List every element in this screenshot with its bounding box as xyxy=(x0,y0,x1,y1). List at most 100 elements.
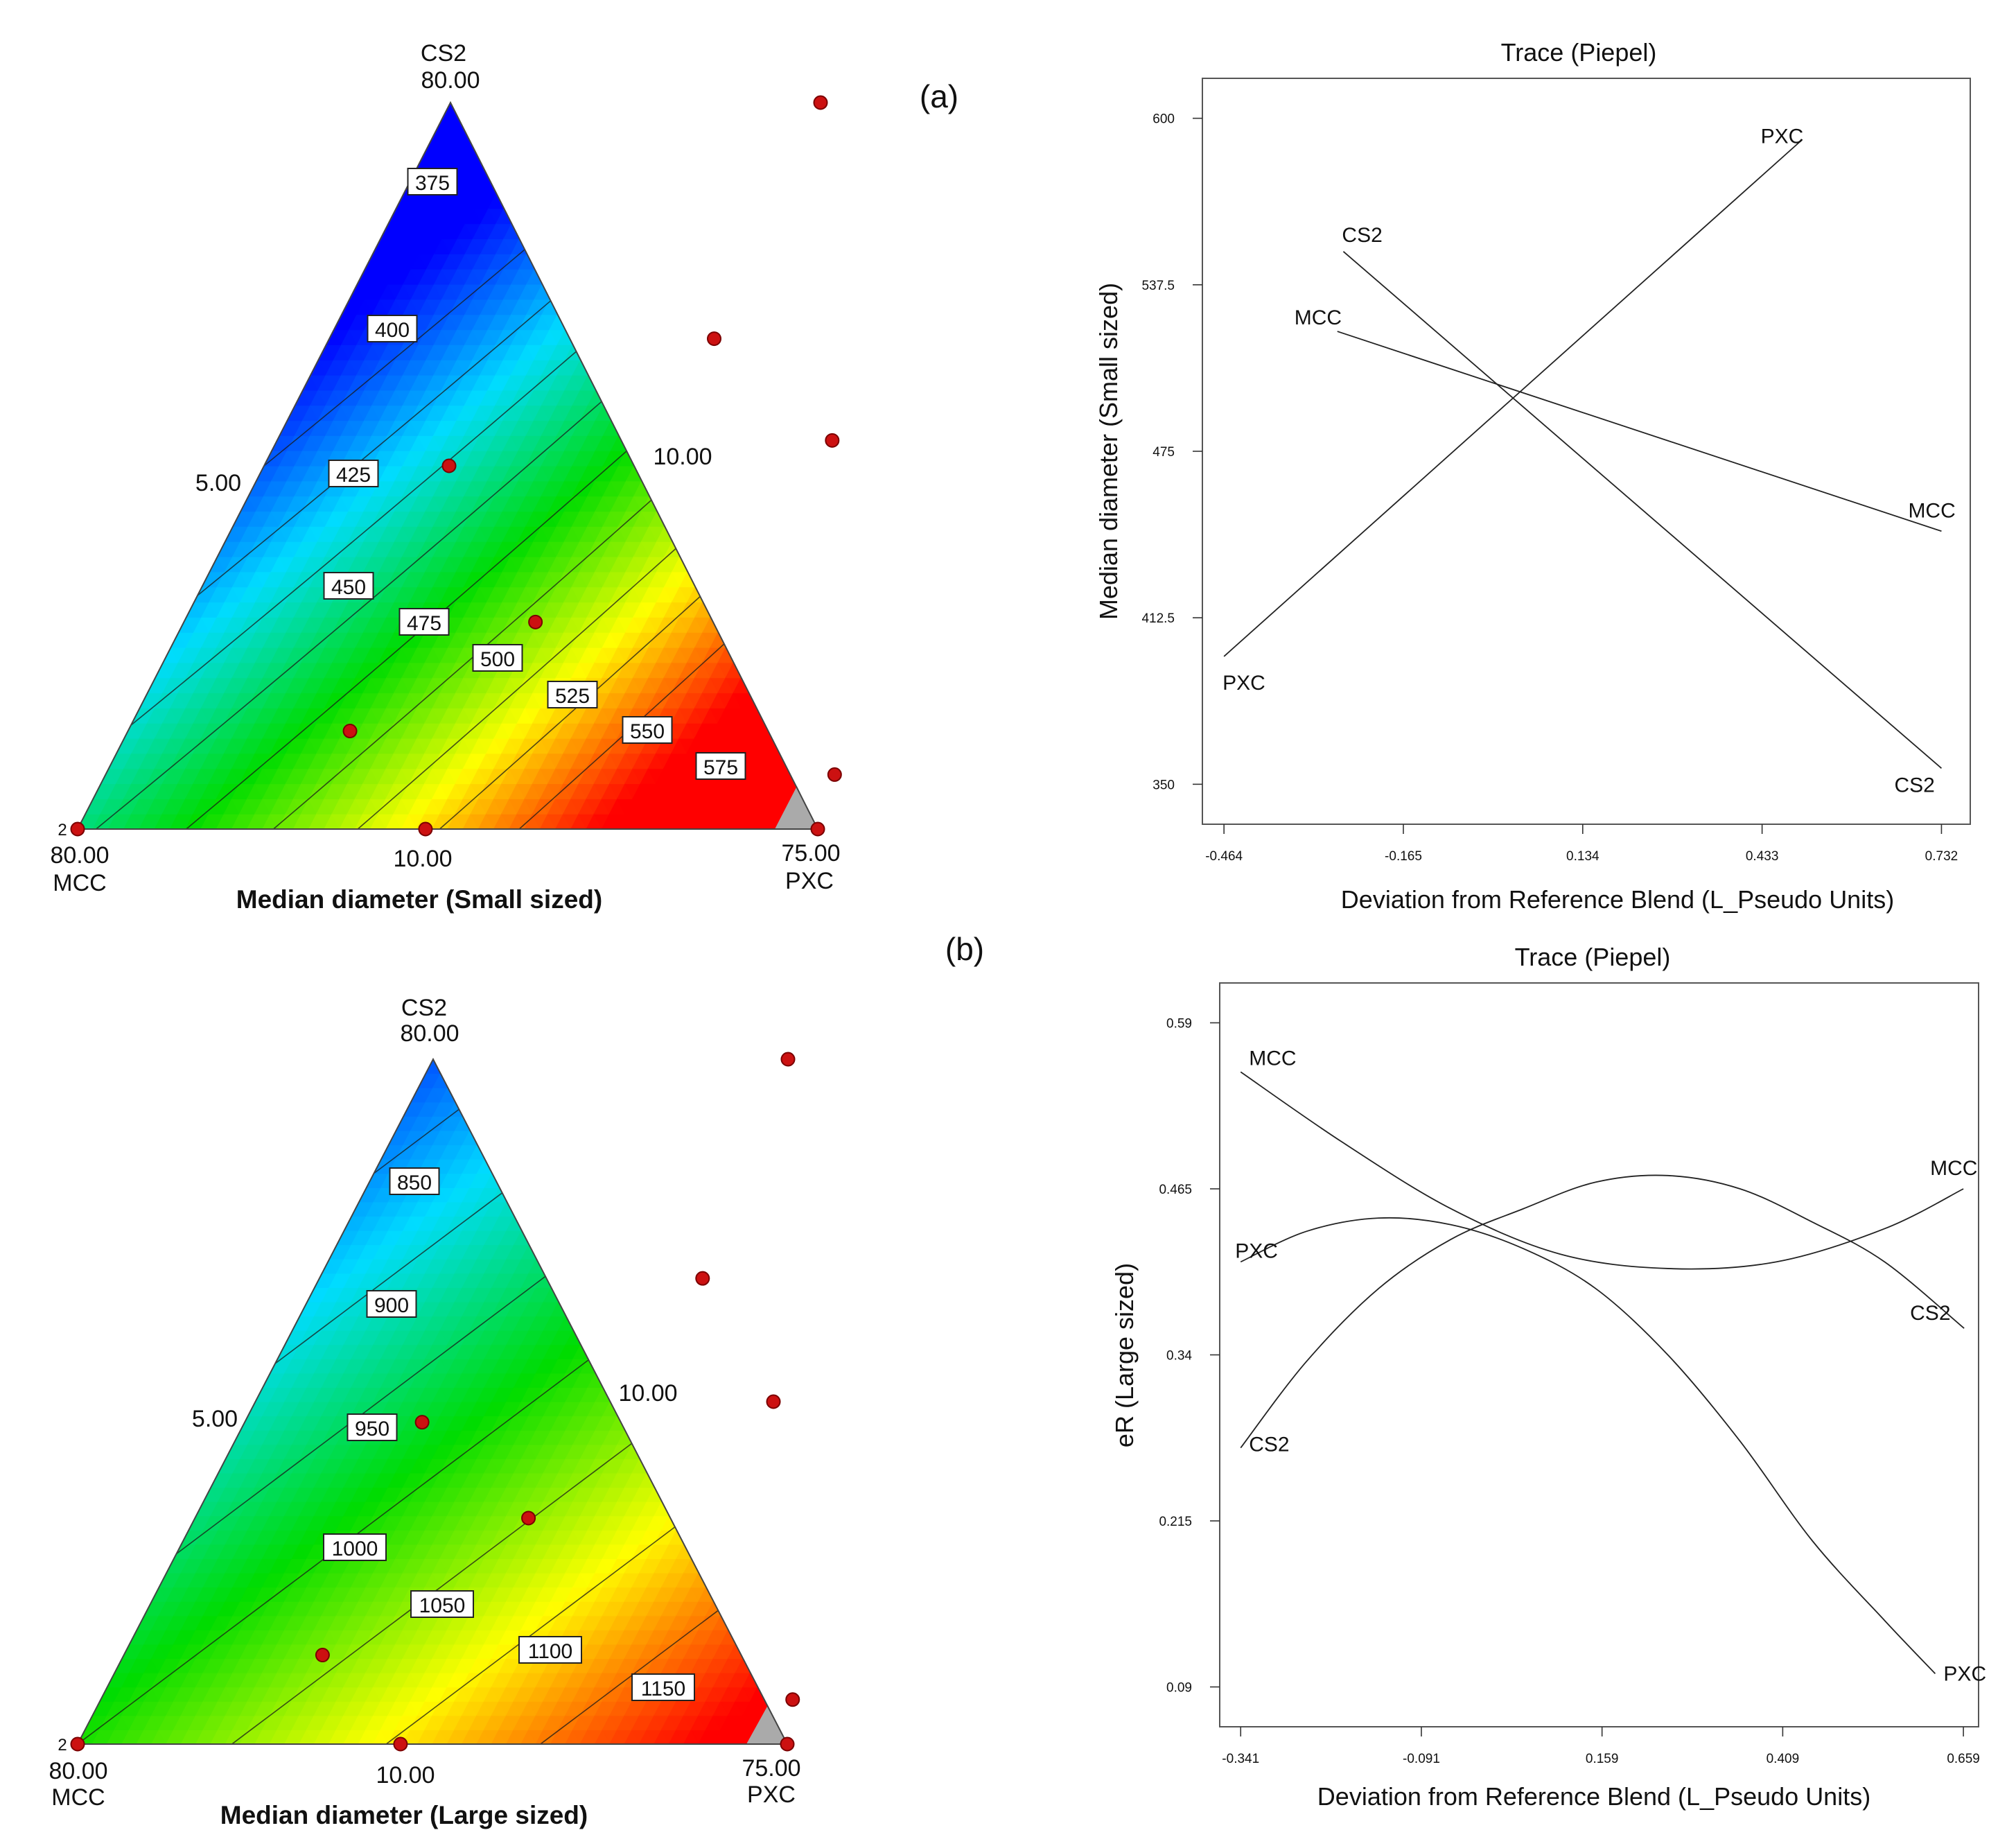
vertex-left-value: 80.00 xyxy=(50,842,109,869)
y-tick-label: 475 xyxy=(1152,445,1175,460)
contour-label: 525 xyxy=(547,681,598,708)
design-point xyxy=(825,433,840,448)
contour-label-text: 550 xyxy=(630,720,665,743)
design-point xyxy=(528,614,543,629)
y-tick-label: 0.34 xyxy=(1166,1349,1192,1364)
trace-curve-mcc xyxy=(1337,331,1942,532)
contour-label: 1150 xyxy=(631,1673,695,1701)
trace-end-label: CS2 xyxy=(1910,1302,1950,1325)
design-point xyxy=(414,1415,430,1430)
design-point xyxy=(70,1736,85,1752)
edge-label-left: 5.00 xyxy=(192,1406,238,1432)
contour-label-text: 575 xyxy=(703,756,738,779)
design-point xyxy=(827,767,842,782)
x-tick-label: 0.409 xyxy=(1767,1752,1800,1766)
trace-end-label: PXC xyxy=(1943,1662,1986,1685)
ternary-border xyxy=(76,101,819,830)
axis-ticks: -0.464 -0.165 0.134 0.433 0.732350412.547553… xyxy=(1141,112,1958,864)
contour-label-box xyxy=(407,168,458,195)
contour-label-box xyxy=(695,752,746,780)
y-axis-title: Median diameter (Small sized) xyxy=(1094,283,1123,620)
ternary-title: Median diameter (Large sized) xyxy=(220,1801,588,1829)
contour-label: 450 xyxy=(323,572,374,600)
x-tick-label: 0.159 xyxy=(1586,1752,1619,1766)
design-point xyxy=(766,1394,781,1409)
trace-end-label: CS2 xyxy=(1894,774,1934,796)
contour-label-text: 900 xyxy=(374,1294,409,1317)
trace-plot-small: Trace (Piepel) -0.464 -0.165 0.134 0.433 0.7… xyxy=(1094,38,1971,914)
contour-label: 500 xyxy=(472,644,523,672)
contour-label: 950 xyxy=(347,1413,398,1441)
contour-label-box xyxy=(622,716,673,744)
trace-curves xyxy=(1240,1071,1965,1674)
contour-label: 550 xyxy=(622,716,673,744)
contour-label-text: 525 xyxy=(555,685,590,708)
contour-label-box xyxy=(367,315,418,342)
contour-label: 575 xyxy=(695,752,746,780)
vertex-left-value: 80.00 xyxy=(49,1758,107,1784)
x-tick-label: 0.659 xyxy=(1947,1752,1980,1766)
edge-label-bottom: 10.00 xyxy=(376,1762,435,1788)
contour-label: 425 xyxy=(328,460,379,487)
plot-frame xyxy=(1202,78,1971,825)
trace-curves xyxy=(1223,139,1943,769)
vertex-right-name: PXC xyxy=(785,868,834,894)
y-tick-label: 350 xyxy=(1152,778,1175,792)
contour-label-text: 1000 xyxy=(332,1538,378,1560)
contour-line xyxy=(78,103,818,829)
contour-label-box xyxy=(328,460,379,487)
trace-plot-large: Trace (Piepel) -0.341 -0.091 0.159 0.409 0.6… xyxy=(1110,943,1986,1811)
x-tick-label: -0.341 xyxy=(1222,1752,1259,1766)
design-point xyxy=(780,1736,795,1752)
excluded-region xyxy=(775,786,818,829)
design-point xyxy=(695,1271,710,1286)
design-points xyxy=(70,95,842,837)
contour-label-text: 1050 xyxy=(419,1594,466,1617)
x-tick-label: -0.165 xyxy=(1385,849,1422,864)
y-tick-label: 537.5 xyxy=(1141,279,1175,293)
trace-title: Trace (Piepel) xyxy=(1515,943,1671,971)
vertex-top-value: 80.00 xyxy=(421,67,480,94)
trace-start-label: CS2 xyxy=(1249,1434,1289,1456)
contour-label: 850 xyxy=(389,1167,440,1195)
trace-end-label: PXC xyxy=(1761,125,1804,148)
x-tick-label: -0.091 xyxy=(1403,1752,1440,1766)
contour-label-text: 475 xyxy=(407,612,441,635)
vertex-right-value: 75.00 xyxy=(742,1755,800,1782)
design-point xyxy=(418,821,433,837)
replicate-count: 2 xyxy=(58,821,67,839)
contour-label: 1000 xyxy=(323,1533,387,1561)
contour-label-text: 950 xyxy=(355,1418,389,1440)
design-point xyxy=(810,821,825,837)
contour-label-text: 1150 xyxy=(641,1678,686,1700)
color-cell xyxy=(441,103,459,119)
contour-label: 900 xyxy=(366,1290,417,1318)
panel-label-a: (a) xyxy=(920,78,958,114)
design-point xyxy=(70,821,85,837)
design-point xyxy=(785,1692,800,1707)
design-point xyxy=(780,1052,796,1067)
trace-end-label: MCC xyxy=(1908,499,1955,522)
vertex-left-name: MCC xyxy=(51,1784,105,1811)
contour-label: 1100 xyxy=(518,1636,582,1664)
design-point xyxy=(315,1648,330,1663)
contour-line xyxy=(398,103,818,829)
y-tick-label: 600 xyxy=(1152,112,1175,127)
vertex-top-name: CS2 xyxy=(421,40,466,67)
ternary-title: Median diameter (Small sized) xyxy=(236,885,602,914)
x-tick-label: 0.134 xyxy=(1566,849,1599,864)
contour-label-box xyxy=(323,572,374,600)
vertex-left-name: MCC xyxy=(53,870,106,896)
design-point xyxy=(813,95,828,110)
edge-label-right: 10.00 xyxy=(618,1380,677,1407)
contour-label-text: 425 xyxy=(336,464,371,487)
trace-end-label: MCC xyxy=(1930,1157,1977,1180)
y-tick-label: 0.465 xyxy=(1159,1183,1192,1197)
contour-label-text: 500 xyxy=(480,648,515,671)
plot-frame xyxy=(1219,982,1979,1727)
edge-label-right: 10.00 xyxy=(653,444,712,470)
vertex-top-name: CS2 xyxy=(401,995,447,1021)
